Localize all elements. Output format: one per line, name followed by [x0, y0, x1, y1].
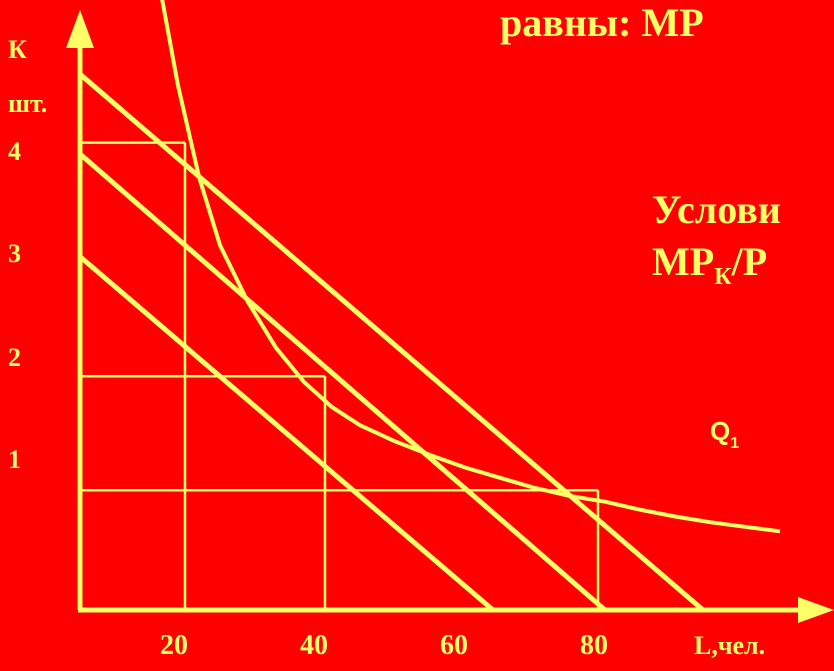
guide-lines [80, 141, 600, 610]
x-axis-label: L,чел. [694, 631, 765, 660]
isocost-line-3 [78, 72, 705, 612]
x-tick-label: 20 [160, 630, 188, 661]
y-axis-arrow-icon [66, 10, 94, 48]
x-axis-arrow-icon [798, 597, 834, 623]
heading-condition-text: Услови [652, 187, 781, 232]
heading-top-text: равны: МР [500, 0, 704, 45]
isoquant-label: Q1 [710, 416, 739, 452]
isocost-lines [78, 72, 705, 612]
isoquant-name-sub: 1 [730, 435, 739, 452]
y-tick-label: 4 [8, 137, 21, 166]
x-tick-label: 80 [580, 630, 608, 661]
ratio-sub: К [714, 264, 732, 290]
y-tick-label: 1 [8, 445, 21, 474]
x-tick-label: 60 [440, 630, 468, 661]
y-tick-label: 2 [8, 343, 21, 372]
y-axis-label-line2: шт. [8, 89, 47, 118]
ratio-tail: /Р [731, 239, 768, 284]
ratio-main: МР [652, 239, 715, 284]
axes [66, 10, 834, 623]
isocost-line-2 [78, 152, 607, 612]
isoquant-name: Q [710, 416, 730, 446]
heading-ratio-text: МРК/Р [652, 240, 767, 299]
x-tick-label: 40 [300, 630, 328, 661]
tick-labels: 20 40 60 80 1 2 3 4 [8, 137, 608, 661]
isoquant-curve [160, 0, 781, 534]
y-tick-label: 3 [8, 239, 21, 268]
isocost-line-1 [78, 254, 495, 612]
y-axis-label-line1: К [8, 35, 27, 64]
